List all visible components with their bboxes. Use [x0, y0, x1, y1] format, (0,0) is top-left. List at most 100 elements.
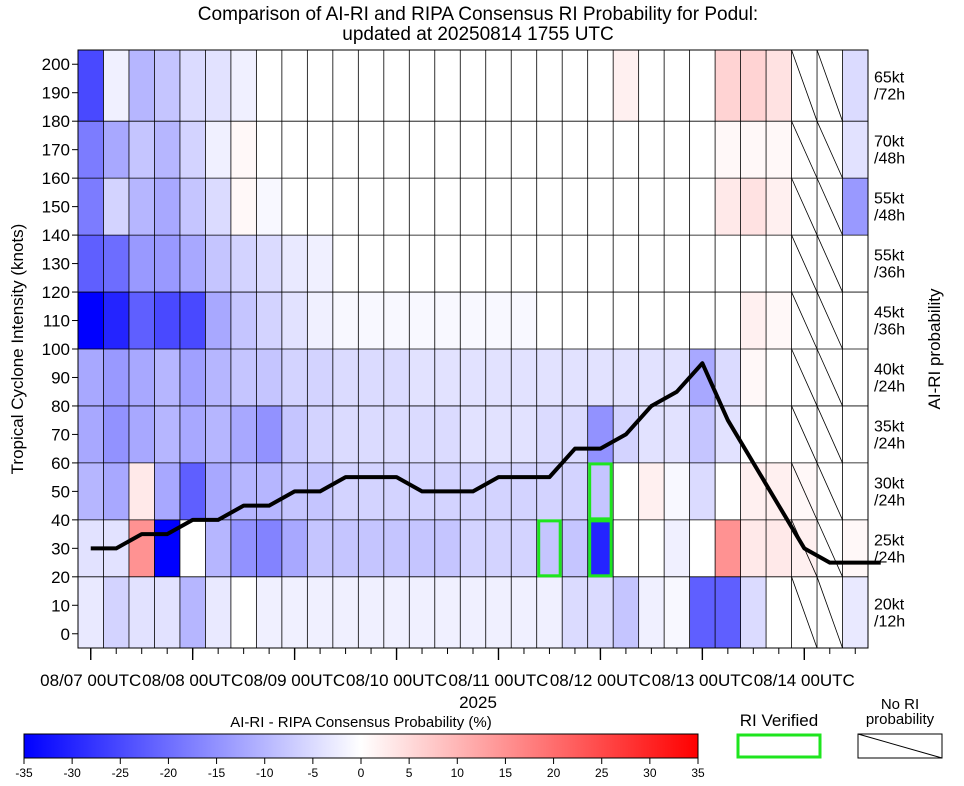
- heatmap-cell: [154, 405, 181, 463]
- heatmap-cell: [715, 178, 741, 236]
- heatmap-cell: [485, 292, 512, 349]
- heatmap-cell: [842, 178, 869, 236]
- heatmap-cell: [205, 121, 232, 179]
- heatmap-cell: [460, 121, 487, 179]
- heatmap-cell: [689, 121, 716, 179]
- no-ri-hatch-line: [816, 177, 843, 236]
- heatmap-cell: [434, 576, 461, 648]
- heatmap-cell: [638, 178, 665, 236]
- y-tick-label: 140: [42, 226, 70, 245]
- heatmap-cell: [766, 349, 792, 406]
- heatmap-cell: [332, 178, 359, 236]
- band-label-period: /24h: [874, 435, 905, 452]
- heatmap-cell: [78, 178, 104, 236]
- heatmap-cell: [103, 576, 130, 648]
- heatmap-cell: [842, 50, 869, 122]
- y-axis-label: Tropical Cyclone Intensity (knots): [8, 224, 27, 475]
- band-label-threshold: 25kt: [874, 532, 905, 549]
- heatmap-cell: [740, 178, 767, 236]
- heatmap-cell: [383, 50, 410, 122]
- heatmap-cell: [103, 405, 130, 463]
- no-ri-hatch-line: [816, 519, 843, 577]
- heatmap-cell: [766, 292, 792, 349]
- band-label-threshold: 40kt: [874, 361, 905, 378]
- colorbar-tick-label: -5: [308, 766, 319, 780]
- heatmap-cell: [409, 349, 436, 406]
- heatmap-cell: [613, 462, 640, 520]
- heatmap-cell: [409, 519, 436, 577]
- heatmap-cell: [256, 292, 283, 349]
- band-label-period: /36h: [874, 322, 905, 339]
- no-ri-hatching: [791, 49, 843, 649]
- heatmap-cell: [460, 349, 487, 406]
- heatmap-cell: [562, 462, 589, 520]
- heatmap-cell: [154, 121, 181, 179]
- heatmap-cell: [128, 405, 155, 463]
- heatmap-cell: [358, 576, 385, 648]
- heatmap-cell: [256, 121, 283, 179]
- heatmap-cell: [664, 121, 691, 179]
- heatmap-cell: [587, 50, 614, 122]
- no-ri-hatch-line: [816, 291, 843, 350]
- heatmap-cell: [740, 292, 767, 349]
- ri-verified-box: [588, 519, 613, 578]
- colorbar-tick-label: 0: [358, 766, 365, 780]
- heatmap-cell: [485, 121, 512, 179]
- heatmap-cell: [460, 576, 487, 648]
- heatmap-cell: [587, 519, 614, 577]
- colorbar-tick-label: 35: [691, 766, 705, 780]
- heatmap-cell: [536, 519, 563, 577]
- y-tick-label: 0: [61, 625, 70, 644]
- heatmap-cell: [562, 292, 589, 349]
- ri-verified-boxes: [537, 462, 613, 578]
- heatmap-cell: [179, 121, 206, 179]
- heatmap-cell: [485, 405, 512, 463]
- heatmap-cell: [638, 519, 665, 577]
- heatmap-cell: [358, 292, 385, 349]
- heatmap-cell: [205, 405, 232, 463]
- heatmap-cell: [434, 50, 461, 122]
- heatmap-cell: [689, 50, 716, 122]
- heatmap-cell: [460, 235, 487, 293]
- heatmap-cell: [358, 349, 385, 406]
- band-label-period: /48h: [874, 208, 905, 225]
- colorbar-label: AI-RI - RIPA Consensus Probability (%): [230, 714, 491, 731]
- y-tick-label: 50: [51, 482, 70, 501]
- heatmap-cell: [205, 50, 232, 122]
- y-tick-label: 200: [42, 55, 70, 74]
- band-label-period: /24h: [874, 492, 905, 509]
- heatmap-cell: [740, 519, 767, 577]
- heatmap-cell: [562, 235, 589, 293]
- heatmap-cell: [613, 576, 640, 648]
- heatmap-cell: [383, 235, 410, 293]
- heatmap-cell: [536, 292, 563, 349]
- heatmap-cell: [511, 178, 538, 236]
- heatmap-cell: [562, 405, 589, 463]
- heatmap-cell: [689, 178, 716, 236]
- heatmap-cell: [154, 292, 181, 349]
- band-label-threshold: 35kt: [874, 418, 905, 435]
- heatmap-cell: [103, 50, 130, 122]
- heatmap-cell: [154, 235, 181, 293]
- heatmap-cell: [740, 121, 767, 179]
- heatmap-cell: [587, 405, 614, 463]
- heatmap-cell: [179, 519, 206, 577]
- band-label-threshold: 45kt: [874, 305, 905, 322]
- heatmap-cell: [281, 576, 308, 648]
- heatmap-cell: [179, 50, 206, 122]
- heatmap-cell: [103, 121, 130, 179]
- x-tick-label: 08/08 00UTC: [142, 671, 243, 690]
- heatmap-cell: [613, 235, 640, 293]
- y-tick-label: 120: [42, 283, 70, 302]
- heatmap-cell: [434, 519, 461, 577]
- heatmap-cell: [307, 235, 334, 293]
- heatmap-cell: [358, 462, 385, 520]
- heatmap-cell: [842, 121, 869, 179]
- heatmap-cell: [740, 405, 767, 463]
- heatmap-cell: [128, 50, 155, 122]
- no-ri-hatch-line: [791, 405, 818, 464]
- band-label-threshold: 30kt: [874, 475, 905, 492]
- colorbar-tick-label: 5: [406, 766, 413, 780]
- heatmap-cell: [281, 405, 308, 463]
- heatmap-cell: [715, 462, 741, 520]
